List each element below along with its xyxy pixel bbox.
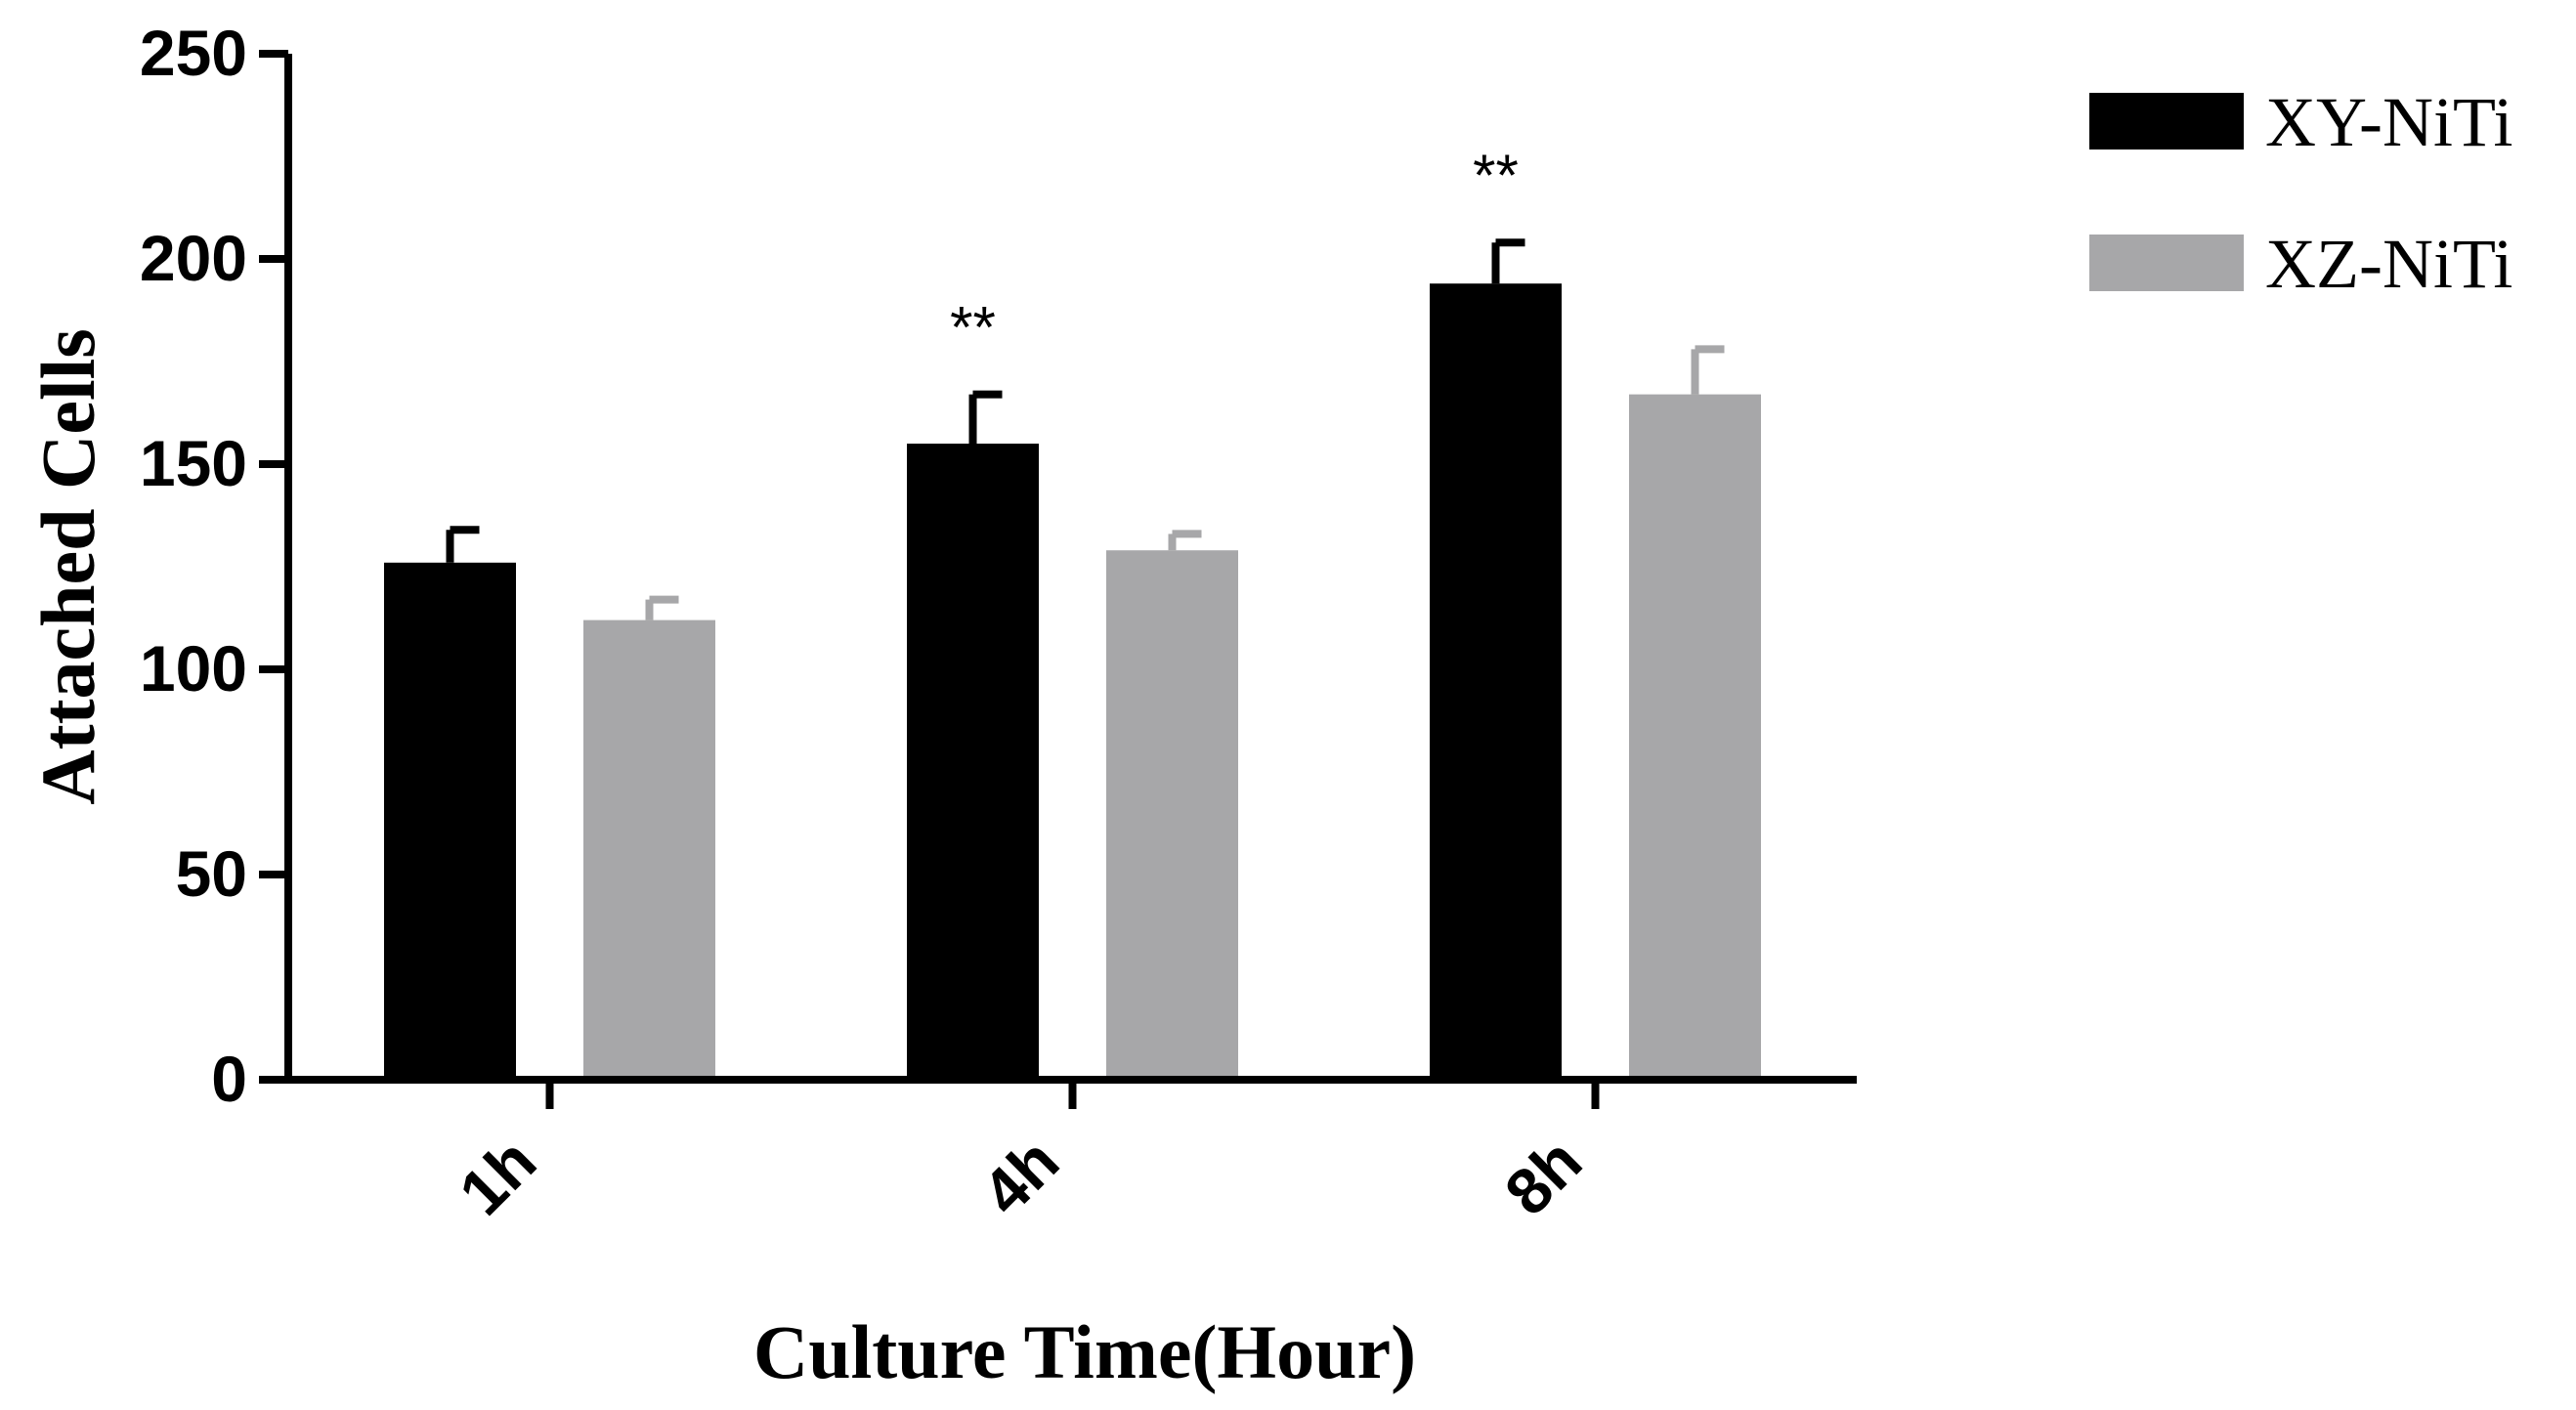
significance-marker: **: [1473, 143, 1519, 208]
legend: XY-NiTi XZ-NiTi: [2089, 83, 2512, 303]
annotations-layer: ** **: [950, 143, 1519, 360]
x-tick-label: 8h: [1491, 1125, 1596, 1229]
legend-label: XZ-NiTi: [2265, 225, 2512, 303]
y-tick-label: 50: [176, 837, 247, 910]
legend-swatch: [2089, 93, 2244, 150]
y-axis-title: Attached Cells: [25, 328, 110, 804]
x-tick-label: 4h: [968, 1125, 1073, 1229]
significance-marker: **: [950, 295, 996, 361]
y-tick-label: 100: [140, 632, 247, 705]
y-tick-label: 250: [140, 17, 247, 89]
x-axis-title: Culture Time(Hour): [753, 1309, 1416, 1394]
bars-layer: [384, 283, 1761, 1081]
x-axis-ticks: 1h 4h 8h: [446, 1080, 1600, 1229]
bar-xz-niti-8h: [1629, 394, 1761, 1081]
bar-xy-niti-1h: [384, 562, 516, 1080]
bar-xz-niti-4h: [1106, 550, 1238, 1080]
legend-label: XY-NiTi: [2265, 83, 2512, 161]
error-bars-layer: [446, 238, 1725, 620]
y-tick-label: 0: [211, 1043, 247, 1115]
bar-xy-niti-4h: [907, 444, 1039, 1080]
x-tick-label: 1h: [446, 1125, 550, 1229]
y-axis-ticks: 0 50 100 150 200 250: [140, 17, 288, 1115]
legend-swatch: [2089, 235, 2244, 291]
bar-xz-niti-1h: [583, 620, 715, 1080]
y-tick-label: 150: [140, 427, 247, 499]
bar-xy-niti-8h: [1430, 283, 1562, 1080]
y-tick-label: 200: [140, 222, 247, 294]
